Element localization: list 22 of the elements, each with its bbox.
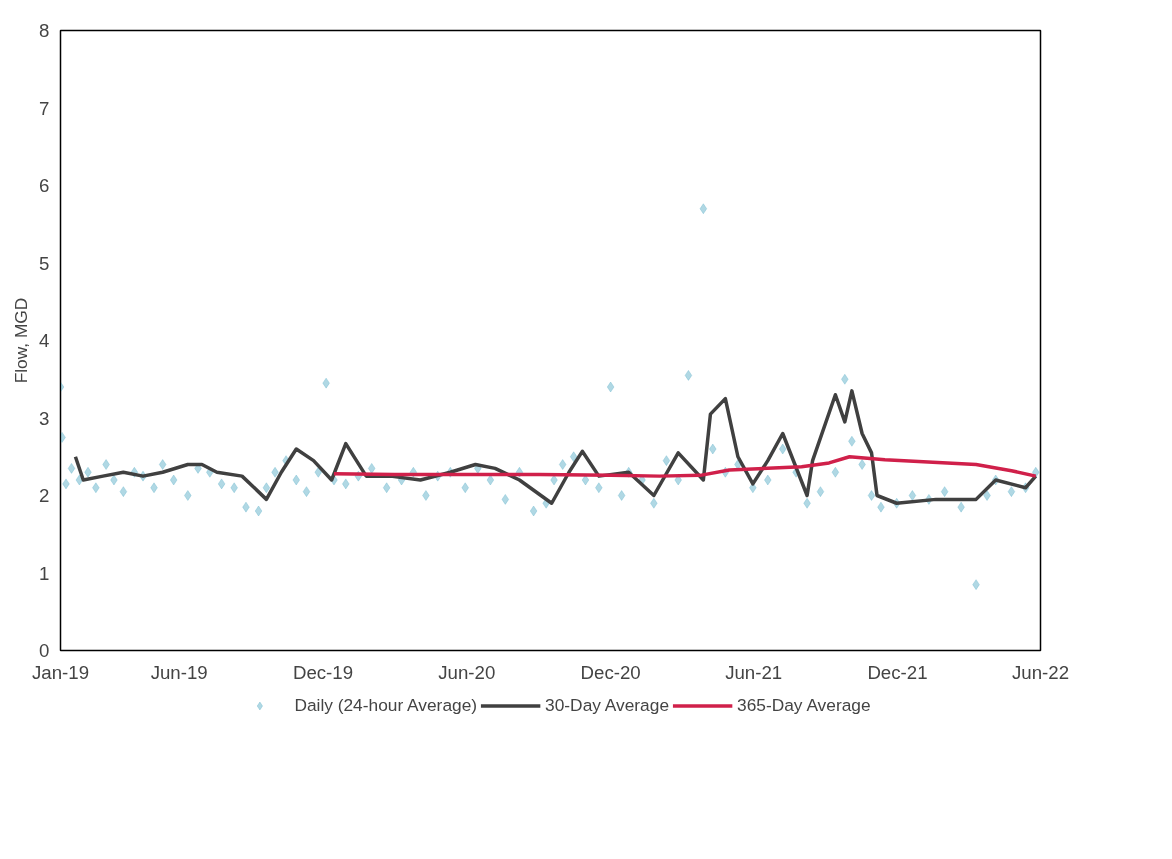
y-tick-label: 1 [39,562,50,584]
y-tick-label: 8 [39,20,50,41]
legend-label: 30-Day Average [545,694,670,716]
y-tick-label: 2 [39,485,50,506]
y-tick-label: 3 [39,407,50,429]
x-tick-label: Dec-20 [580,661,641,683]
x-tick-label: Jun-20 [438,661,496,683]
legend-label: 365-Day Average [737,694,871,716]
line-series [332,455,1038,478]
y-tick-label: 7 [39,97,50,119]
y-tick-label: 6 [39,175,50,196]
x-tick-label: Jun-21 [725,661,783,683]
legend-label: Daily (24-hour Average) [294,694,478,716]
y-tick-label: 4 [39,330,50,351]
y-tick-label: 5 [39,252,50,274]
x-tick-label: Dec-21 [867,661,928,683]
x-tick-label: Jun-22 [1011,661,1070,683]
y-axis-title: Flow, MGD [11,297,32,384]
y-tick-label: 0 [39,640,50,661]
x-tick-label: Jun-19 [150,661,208,683]
x-tick-label: Jan-19 [31,661,90,683]
x-tick-label: Dec-19 [292,661,354,683]
